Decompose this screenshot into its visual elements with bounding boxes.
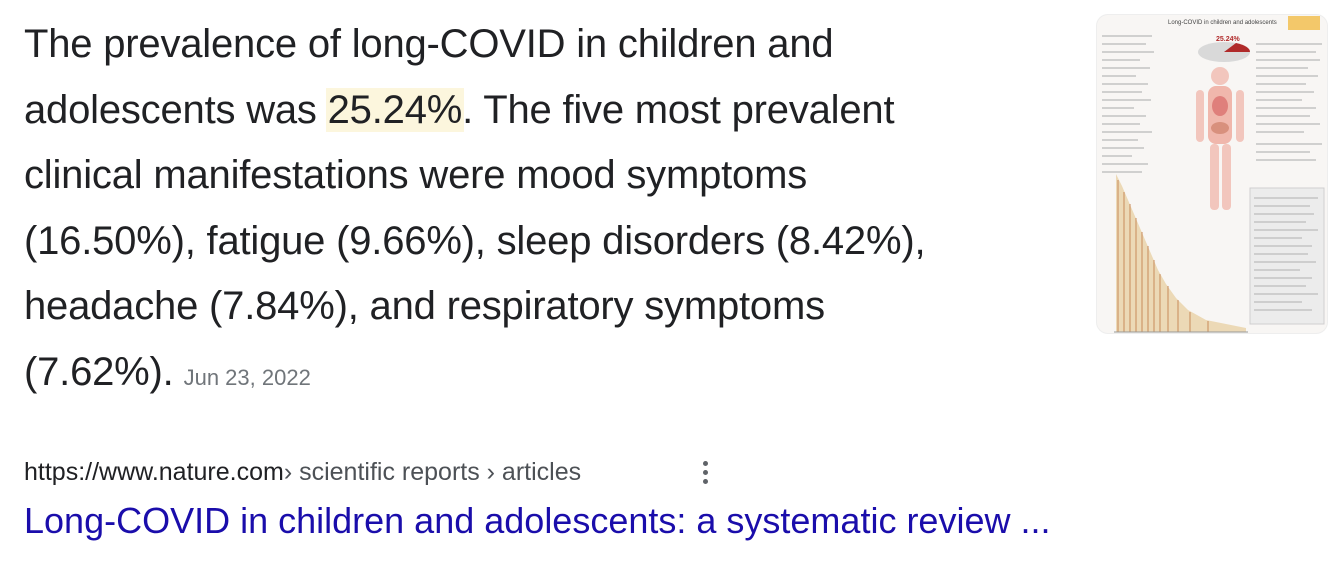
snippet-line-3: clinical manifestations were mood sympto… [24,153,808,197]
snippet-line-2-start: adolescents was [24,87,328,132]
snippet-line-4: (16.50%), fatigue (9.66%), sleep disorde… [24,218,926,263]
infographic-image: Long-COVID in children and adolescents 2… [1102,16,1325,333]
more-options-icon[interactable] [690,454,720,490]
result-title-link[interactable]: Long-COVID in children and adolescents: … [24,500,1051,541]
url-domain: https://www.nature.com [24,457,284,486]
thumbnail-title: Long-COVID in children and adolescents [1168,20,1277,26]
snippet-line-6-text: (7.62%). [24,349,174,394]
snippet-line-2-end: . The five most prevalent [462,87,895,132]
snippet-line-6: (7.62%). Jun 23, 2022 [24,340,1034,411]
result-source-url[interactable]: https://www.nature.com › scientific repo… [24,452,581,492]
snippet-date: Jun 23, 2022 [183,364,311,390]
snippet-line-5: headache (7.84%), and respiratory sympto… [24,284,825,328]
featured-snippet-text: The prevalence of long-COVID in children… [24,12,1034,410]
url-breadcrumb: › scientific reports › articles [283,457,582,486]
snippet-line-1: The prevalence of long-COVID in children… [24,22,834,66]
highlighted-answer: 25.24% [325,87,465,132]
thumbnail-stat: 25.24% [1216,36,1241,43]
snippet-line-2: adolescents was 25.24%. The five most pr… [24,78,1034,144]
result-thumbnail[interactable]: Long-COVID in children and adolescents 2… [1096,14,1328,334]
